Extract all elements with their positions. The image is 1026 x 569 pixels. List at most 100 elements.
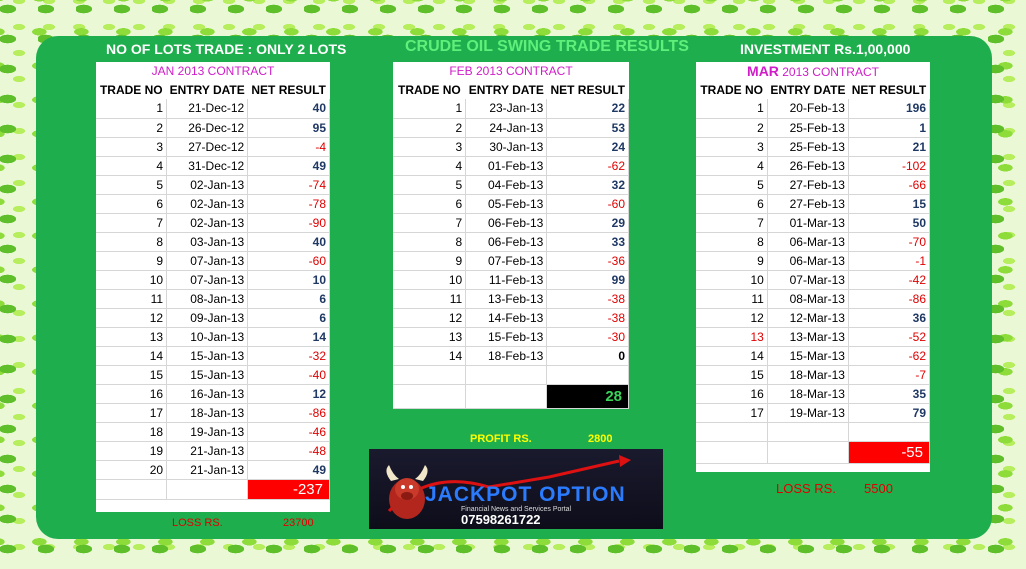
trade-no-cell: 18: [96, 422, 168, 442]
entry-date-cell: 18-Jan-13: [166, 403, 249, 423]
net-result-cell: -52: [848, 327, 931, 347]
entry-date-cell: 02-Jan-13: [166, 213, 249, 233]
lots-header: NO OF LOTS TRADE : ONLY 2 LOTS: [106, 41, 347, 57]
table-row: 15 15-Jan-13 -40: [96, 365, 330, 385]
table-row: 9 07-Jan-13 -60: [96, 251, 330, 271]
entry-date-cell: 18-Feb-13: [465, 346, 548, 366]
table-row: 1 23-Jan-13 22: [393, 99, 629, 119]
table-row: 12 14-Feb-13 -38: [393, 308, 629, 328]
table-row: 7 02-Jan-13 -90: [96, 213, 330, 233]
jan-loss-value: 23700: [283, 517, 314, 529]
jan-contract-title: JAN 2013 CONTRACT: [151, 64, 275, 78]
total-result-cell: -237: [247, 479, 330, 500]
net-result-cell: 15: [848, 194, 931, 214]
net-result-cell: -36: [546, 251, 629, 271]
entry-date-cell: 06-Mar-13: [767, 251, 849, 271]
jan-table: TRADE NO ENTRY DATE NET RESULT 1 21-Dec-1…: [96, 80, 330, 500]
table-row: 13 15-Feb-13 -30: [393, 327, 629, 347]
table-row: 12 12-Mar-13 36: [696, 308, 931, 328]
trade-no-cell: 12: [393, 308, 467, 328]
net-result-cell: 36: [848, 308, 931, 328]
net-result-cell: -74: [247, 175, 330, 195]
entry-date-cell: 07-Jan-13: [166, 270, 249, 290]
trade-no-cell: 5: [96, 175, 168, 195]
entry-date-cell: 21-Dec-12: [166, 99, 249, 119]
trade-no-cell: 6: [96, 194, 168, 214]
entry-date-cell: 12-Mar-13: [767, 308, 849, 328]
trade-no-cell: 4: [696, 156, 768, 176]
col-trade-no: TRADE NO: [398, 82, 461, 97]
entry-date-cell: 25-Feb-13: [767, 137, 849, 157]
total-result-cell: 28: [546, 384, 629, 409]
mar-contract-rest: 2013 CONTRACT: [778, 65, 879, 79]
trade-no-cell: 15: [696, 365, 768, 385]
table-row: 5 27-Feb-13 -66: [696, 175, 931, 195]
table-row: 5 02-Jan-13 -74: [96, 175, 330, 195]
investment-header: INVESTMENT Rs.1,00,000: [740, 41, 911, 57]
table-row: 1 21-Dec-12 40: [96, 99, 330, 119]
table-row: 8 06-Feb-13 33: [393, 232, 629, 252]
table-row: 20 21-Jan-13 49: [96, 460, 330, 480]
col-entry-date: ENTRY DATE: [468, 82, 544, 97]
total-row: -55: [696, 441, 931, 464]
table-row: 16 16-Jan-13 12: [96, 384, 330, 404]
trade-no-cell: 17: [96, 403, 168, 423]
table-row: 6 27-Feb-13 15: [696, 194, 931, 214]
entry-date-cell: 13-Feb-13: [465, 289, 548, 309]
net-result-cell: 40: [247, 99, 330, 119]
trade-no-cell: 13: [96, 327, 168, 347]
entry-date-cell: 04-Feb-13: [465, 175, 548, 195]
col-net-result: NET RESULT: [550, 82, 625, 97]
trade-no-cell: 14: [96, 346, 168, 366]
trade-no-cell: 15: [96, 365, 168, 385]
trade-no-cell: 8: [393, 232, 467, 252]
trade-no-cell: 6: [393, 194, 467, 214]
entry-date-cell: 15-Jan-13: [166, 365, 249, 385]
trade-no-cell: 9: [96, 251, 168, 271]
trade-no-cell: 17: [696, 403, 768, 423]
total-row: -237: [96, 479, 330, 500]
entry-date-cell: 06-Feb-13: [465, 232, 548, 252]
mar-contract-prefix: MAR: [747, 63, 779, 79]
entry-date-cell: 01-Feb-13: [465, 156, 548, 176]
net-result-cell: 53: [546, 118, 629, 138]
table-row: 17 19-Mar-13 79: [696, 403, 931, 423]
table-row: 9 07-Feb-13 -36: [393, 251, 629, 271]
entry-date-cell: 27-Feb-13: [767, 194, 849, 214]
net-result-cell: -1: [848, 251, 931, 271]
net-result-cell: 40: [247, 232, 330, 252]
trade-no-cell: 13: [393, 327, 467, 347]
net-result-cell: -38: [546, 289, 629, 309]
table-row: 11 08-Mar-13 -86: [696, 289, 931, 309]
entry-date-cell: 19-Jan-13: [166, 422, 249, 442]
net-result-cell: 29: [546, 213, 629, 233]
table-row: 14 18-Feb-13 0: [393, 346, 629, 366]
entry-date-cell: 16-Jan-13: [166, 384, 249, 404]
trade-no-cell: 7: [393, 213, 467, 233]
table-row: 11 13-Feb-13 -38: [393, 289, 629, 309]
entry-date-cell: 27-Feb-13: [767, 175, 849, 195]
feb-profit-label: PROFIT RS.: [470, 433, 532, 445]
trade-no-cell: 2: [696, 118, 768, 138]
net-result-cell: 10: [247, 270, 330, 290]
net-result-cell: -78: [247, 194, 330, 214]
table-row: 6 05-Feb-13 -60: [393, 194, 629, 214]
table-row: 4 31-Dec-12 49: [96, 156, 330, 176]
trade-no-cell: 16: [696, 384, 768, 404]
entry-date-cell: 26-Dec-12: [166, 118, 249, 138]
trade-no-cell: 3: [696, 137, 768, 157]
table-row: 19 21-Jan-13 -48: [96, 441, 330, 461]
trade-no-cell: 10: [696, 270, 768, 290]
table-row: 7 01-Mar-13 50: [696, 213, 931, 233]
net-result-cell: -32: [247, 346, 330, 366]
trade-no-cell: 1: [696, 99, 768, 119]
entry-date-cell: 02-Jan-13: [166, 175, 249, 195]
entry-date-cell: 08-Jan-13: [166, 289, 249, 309]
trade-no-cell: 16: [96, 384, 168, 404]
entry-date-cell: 31-Dec-12: [166, 156, 249, 176]
blank-row: [696, 422, 931, 442]
mar-loss-value: 5500: [864, 481, 893, 496]
table-row: 7 06-Feb-13 29: [393, 213, 629, 233]
col-trade-no: TRADE NO: [99, 82, 163, 97]
trade-no-cell: 7: [96, 213, 168, 233]
